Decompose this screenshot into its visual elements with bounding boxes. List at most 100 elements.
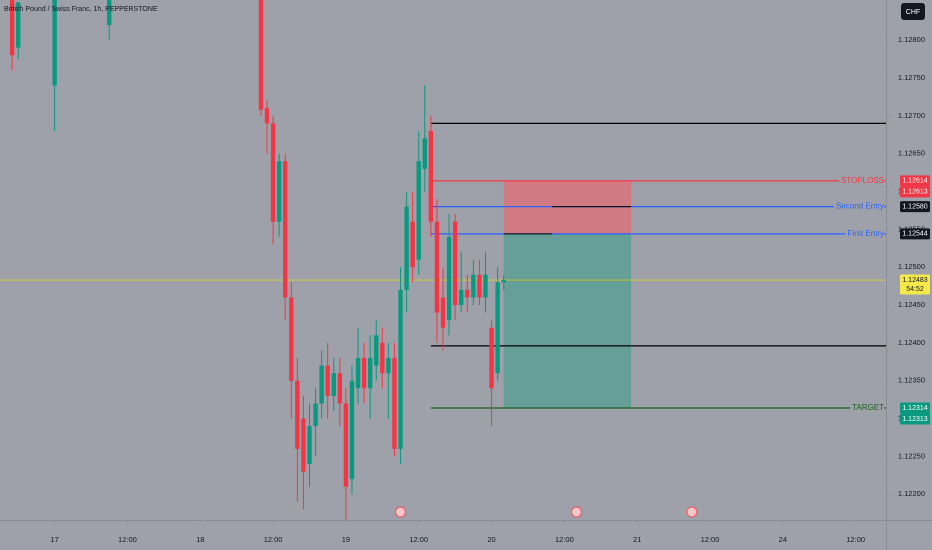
- candle-body: [434, 221, 440, 313]
- price-badge-label: 1.12544: [902, 231, 927, 238]
- x-tick-label: 12:00: [846, 535, 865, 544]
- candle-body: [422, 138, 427, 169]
- candle-body: [337, 373, 343, 404]
- level-label-bg: [850, 403, 885, 413]
- candle-body: [459, 289, 464, 306]
- price-badge-label: 1.12613: [902, 189, 927, 196]
- y-tick-label: 1.12400: [898, 338, 925, 347]
- plot-area: [0, 0, 886, 520]
- x-tick-label: 24: [779, 535, 787, 544]
- target-zone: [503, 233, 632, 408]
- x-tick-label: 12:00: [118, 535, 137, 544]
- chart-title: British Pound / Swiss Franc, 1h, PEPPERS…: [4, 6, 158, 13]
- level-label: TARGET: [852, 403, 884, 412]
- candle-body: [416, 161, 421, 260]
- candle-body: [283, 161, 288, 298]
- event-icon: [570, 506, 583, 518]
- candle-body: [404, 206, 409, 290]
- price-badge-label: 1.12313: [902, 416, 927, 423]
- level-label: STOPLOSS: [841, 176, 884, 185]
- y-tick-label: 1.12500: [898, 262, 925, 271]
- candle-body: [483, 274, 488, 298]
- x-tick-label: 17: [50, 535, 58, 544]
- candle-body: [501, 280, 506, 283]
- candle-body: [367, 358, 373, 389]
- x-tick-label: 21: [633, 535, 641, 544]
- candle-body: [307, 426, 312, 464]
- candle-body: [477, 274, 482, 298]
- event-icon: [686, 506, 698, 518]
- candle-body: [270, 123, 276, 222]
- candle-body: [319, 365, 324, 404]
- price-badge-label: 1.12580: [902, 203, 927, 210]
- x-tick-label: 12:00: [555, 535, 574, 544]
- countdown: 54:52: [906, 286, 924, 293]
- y-tick-label: 1.12700: [898, 111, 925, 120]
- x-tick-label: 12:00: [701, 535, 720, 544]
- y-tick-label: 1.12350: [898, 376, 925, 385]
- level-label: First Entry: [848, 229, 884, 238]
- price-badge-label: 1.12614: [902, 178, 927, 185]
- candle-body: [489, 327, 494, 389]
- candle-body: [452, 221, 458, 306]
- candle-body: [428, 130, 434, 222]
- candle-body: [107, 0, 112, 25]
- currency-label[interactable]: CHF: [906, 9, 920, 16]
- price-badge: [900, 201, 930, 213]
- candle-body: [258, 0, 264, 110]
- price-badge: [900, 175, 930, 187]
- candle-body: [374, 335, 379, 366]
- price-badge: [900, 228, 930, 240]
- candle-body: [392, 358, 397, 449]
- candle-body: [446, 236, 452, 321]
- x-tick-label: 18: [196, 535, 204, 544]
- event-icon: [394, 506, 407, 518]
- candle-body: [276, 161, 282, 222]
- candle-body: [386, 358, 391, 374]
- candle-body: [361, 358, 367, 389]
- price-badge: [900, 413, 930, 425]
- candle-body: [264, 108, 270, 124]
- price-badge: [900, 274, 930, 295]
- currency-button[interactable]: [901, 3, 925, 20]
- price-badge: [900, 402, 930, 414]
- y-tick-label: 1.12800: [898, 35, 925, 44]
- stop-zone: [503, 180, 632, 234]
- y-tick-label: 1.12200: [898, 489, 925, 498]
- candle-body: [16, 2, 21, 48]
- candle-body: [471, 274, 476, 298]
- candle-body: [440, 297, 446, 328]
- candle-body: [355, 358, 361, 389]
- candle-body: [295, 380, 300, 449]
- candle-body: [301, 418, 306, 472]
- level-label-bg: [839, 176, 884, 186]
- candle-body: [331, 373, 336, 396]
- candle-body: [343, 403, 349, 487]
- candle-body: [9, 0, 15, 56]
- candle-body: [380, 342, 385, 374]
- candle-body: [495, 282, 500, 374]
- level-label-bg: [833, 201, 884, 211]
- candle-body: [410, 221, 415, 268]
- candle-body: [398, 289, 403, 449]
- candle-body: [289, 297, 294, 381]
- x-tick-label: 20: [487, 535, 495, 544]
- y-tick-label: 1.12650: [898, 149, 925, 158]
- y-tick-label: 1.12450: [898, 300, 925, 309]
- candle-body: [313, 403, 318, 427]
- y-tick-label: 1.12750: [898, 73, 925, 82]
- candle-body: [52, 0, 57, 86]
- level-label: Second Entry: [836, 202, 884, 211]
- price-badge-label: 1.12314: [902, 405, 927, 412]
- price-badge-label: 1.12483: [902, 277, 927, 284]
- level-label-bg: [845, 228, 884, 238]
- y-tick-label: 1.12250: [898, 451, 925, 460]
- x-tick-label: 12:00: [409, 535, 428, 544]
- candle-body: [349, 380, 355, 480]
- x-tick-label: 12:00: [264, 535, 283, 544]
- candle-body: [465, 289, 470, 298]
- price-badge: [900, 186, 930, 198]
